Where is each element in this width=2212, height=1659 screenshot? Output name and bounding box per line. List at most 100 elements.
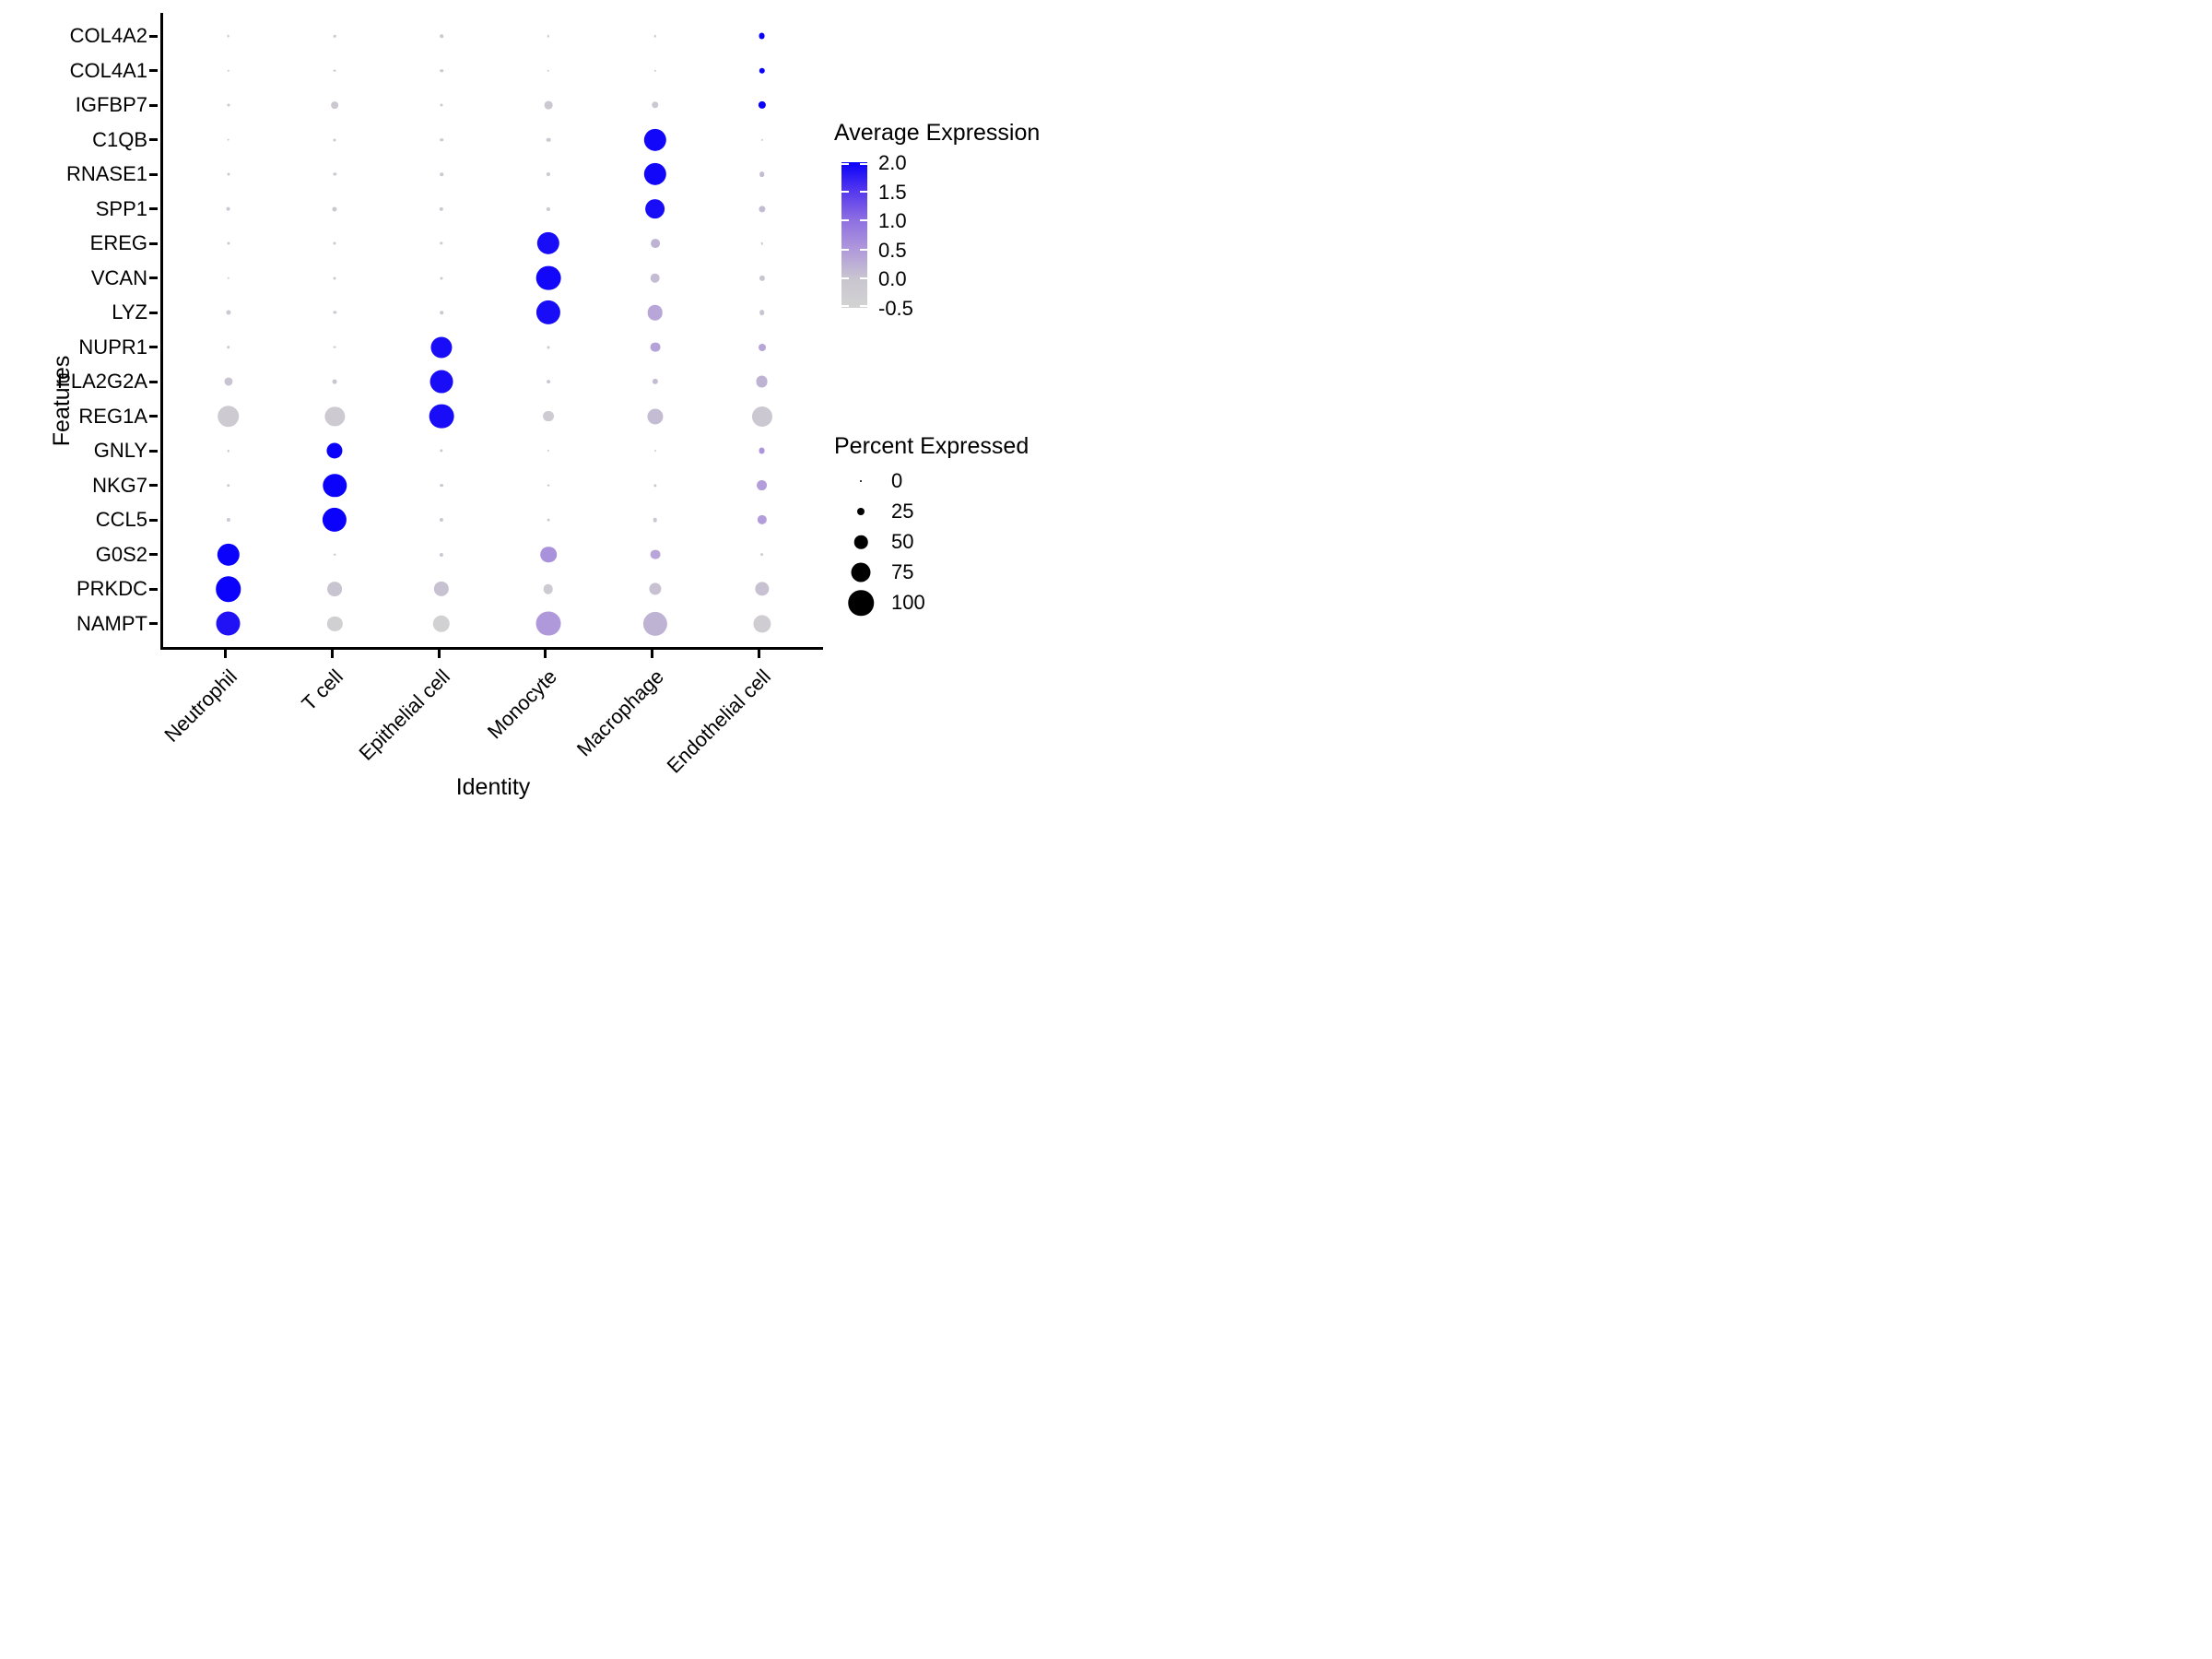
y-axis-tick bbox=[149, 69, 158, 72]
dot-epithelial-cell-ereg bbox=[440, 241, 443, 245]
dot-macrophage-ccl5 bbox=[653, 517, 657, 523]
y-axis-tick bbox=[149, 34, 158, 38]
color-legend-tick-label: 0.0 bbox=[878, 267, 907, 291]
size-legend-label-0: 0 bbox=[891, 469, 903, 492]
y-axis-tick bbox=[149, 449, 158, 453]
dot-neutrophil-reg1a bbox=[217, 405, 240, 428]
color-legend-tick-mark bbox=[860, 219, 867, 222]
y-axis-tick bbox=[149, 415, 158, 418]
dot-t-cell-col4a2 bbox=[334, 34, 336, 38]
dot-t-cell-nupr1 bbox=[333, 346, 336, 348]
dot-monocyte-nampt bbox=[535, 611, 561, 636]
size-legend-title: Percent Expressed bbox=[834, 433, 1030, 459]
dot-t-cell-c1qb bbox=[333, 137, 336, 142]
dot-epithelial-cell-prkdc bbox=[433, 581, 450, 597]
dot-monocyte-nkg7 bbox=[547, 484, 550, 487]
dot-neutrophil-vcan bbox=[227, 276, 229, 279]
y-tick-label-prkdc: PRKDC bbox=[76, 577, 147, 600]
size-legend-label-25: 25 bbox=[891, 500, 914, 523]
dot-epithelial-cell-g0s2 bbox=[440, 552, 444, 557]
color-legend-tick-mark bbox=[860, 277, 867, 280]
dot-t-cell-reg1a bbox=[324, 406, 345, 427]
dot-t-cell-vcan bbox=[333, 276, 336, 280]
dot-t-cell-lyz bbox=[333, 311, 336, 314]
size-legend-dot-25 bbox=[857, 508, 865, 515]
dot-t-cell-nampt bbox=[327, 616, 343, 631]
y-tick-label-rnase1: RNASE1 bbox=[65, 162, 147, 185]
dot-neutrophil-col4a1 bbox=[227, 69, 229, 72]
dot-macrophage-ereg bbox=[650, 239, 660, 248]
dot-endothelial-cell-nkg7 bbox=[756, 479, 768, 491]
dot-macrophage-col4a1 bbox=[653, 69, 656, 72]
y-axis-tick bbox=[149, 484, 158, 487]
dot-epithelial-cell-rnase1 bbox=[440, 172, 443, 176]
y-axis-tick bbox=[149, 276, 158, 279]
dot-epithelial-cell-col4a2 bbox=[440, 34, 443, 38]
y-tick-label-lyz: LYZ bbox=[112, 300, 147, 324]
x-axis-tick bbox=[330, 650, 334, 658]
dot-monocyte-lyz bbox=[535, 300, 560, 325]
x-axis-tick bbox=[544, 650, 547, 658]
dot-macrophage-gnly bbox=[653, 449, 656, 453]
dot-epithelial-cell-reg1a bbox=[429, 404, 454, 429]
dot-neutrophil-nupr1 bbox=[226, 345, 230, 349]
dot-epithelial-cell-igfbp7 bbox=[440, 103, 443, 107]
size-legend-dot-50 bbox=[853, 535, 868, 549]
dot-monocyte-col4a2 bbox=[547, 34, 550, 38]
dot-t-cell-prkdc bbox=[327, 582, 343, 596]
y-tick-label-pla2g2a: PLA2G2A bbox=[57, 370, 147, 393]
dot-neutrophil-g0s2 bbox=[217, 543, 240, 566]
size-legend-dot-100 bbox=[848, 590, 874, 616]
y-axis-tick bbox=[149, 311, 158, 314]
size-legend-dot-75 bbox=[851, 562, 871, 582]
y-tick-label-nampt: NAMPT bbox=[76, 611, 147, 635]
dot-epithelial-cell-vcan bbox=[440, 276, 443, 280]
dot-t-cell-gnly bbox=[326, 442, 343, 459]
dot-endothelial-cell-ereg bbox=[760, 241, 763, 245]
dot-t-cell-ereg bbox=[333, 241, 336, 245]
color-legend-tick-label: 2.0 bbox=[878, 151, 907, 174]
dot-endothelial-cell-ccl5 bbox=[757, 514, 767, 525]
dot-macrophage-nupr1 bbox=[650, 342, 661, 352]
dot-epithelial-cell-nampt bbox=[432, 615, 451, 632]
dot-macrophage-pla2g2a bbox=[652, 378, 658, 385]
color-legend-tick-mark bbox=[860, 190, 867, 193]
dot-endothelial-cell-col4a1 bbox=[759, 67, 765, 74]
dot-neutrophil-pla2g2a bbox=[223, 377, 233, 386]
dot-epithelial-cell-nupr1 bbox=[430, 335, 453, 359]
color-legend-tick-label: 1.0 bbox=[878, 209, 907, 233]
dot-endothelial-cell-spp1 bbox=[758, 205, 766, 213]
dot-endothelial-cell-gnly bbox=[759, 447, 765, 454]
dot-endothelial-cell-rnase1 bbox=[759, 171, 765, 177]
dot-neutrophil-rnase1 bbox=[226, 172, 230, 176]
dot-epithelial-cell-pla2g2a bbox=[429, 370, 453, 394]
y-axis-tick bbox=[149, 622, 158, 625]
dot-epithelial-cell-nkg7 bbox=[440, 483, 444, 488]
y-tick-label-c1qb: C1QB bbox=[92, 127, 147, 151]
dot-neutrophil-nampt bbox=[216, 611, 241, 636]
color-legend-tick-mark bbox=[841, 190, 849, 193]
dot-endothelial-cell-g0s2 bbox=[759, 552, 764, 557]
dot-endothelial-cell-igfbp7 bbox=[758, 100, 766, 110]
size-legend-label-100: 100 bbox=[891, 591, 925, 614]
dot-monocyte-gnly bbox=[547, 449, 550, 453]
dot-macrophage-nampt bbox=[642, 611, 667, 636]
y-axis-tick bbox=[149, 553, 158, 556]
dot-endothelial-cell-prkdc bbox=[754, 582, 770, 596]
dot-t-cell-nkg7 bbox=[323, 473, 347, 498]
y-tick-label-ereg: EREG bbox=[89, 231, 147, 254]
y-tick-label-nupr1: NUPR1 bbox=[78, 335, 147, 359]
size-legend-label-50: 50 bbox=[891, 530, 914, 553]
dot-monocyte-reg1a bbox=[542, 410, 554, 422]
dot-neutrophil-nkg7 bbox=[226, 483, 230, 488]
y-axis-tick bbox=[149, 346, 158, 348]
dot-monocyte-igfbp7 bbox=[544, 100, 553, 110]
dot-monocyte-c1qb bbox=[546, 137, 551, 142]
dot-macrophage-lyz bbox=[647, 304, 663, 321]
dot-macrophage-reg1a bbox=[647, 407, 664, 425]
dot-neutrophil-prkdc bbox=[215, 576, 241, 602]
color-legend-tick-label: -0.5 bbox=[878, 297, 913, 320]
dot-macrophage-rnase1 bbox=[643, 162, 666, 186]
dot-neutrophil-spp1 bbox=[226, 206, 230, 211]
y-tick-label-col4a2: COL4A2 bbox=[69, 24, 147, 47]
